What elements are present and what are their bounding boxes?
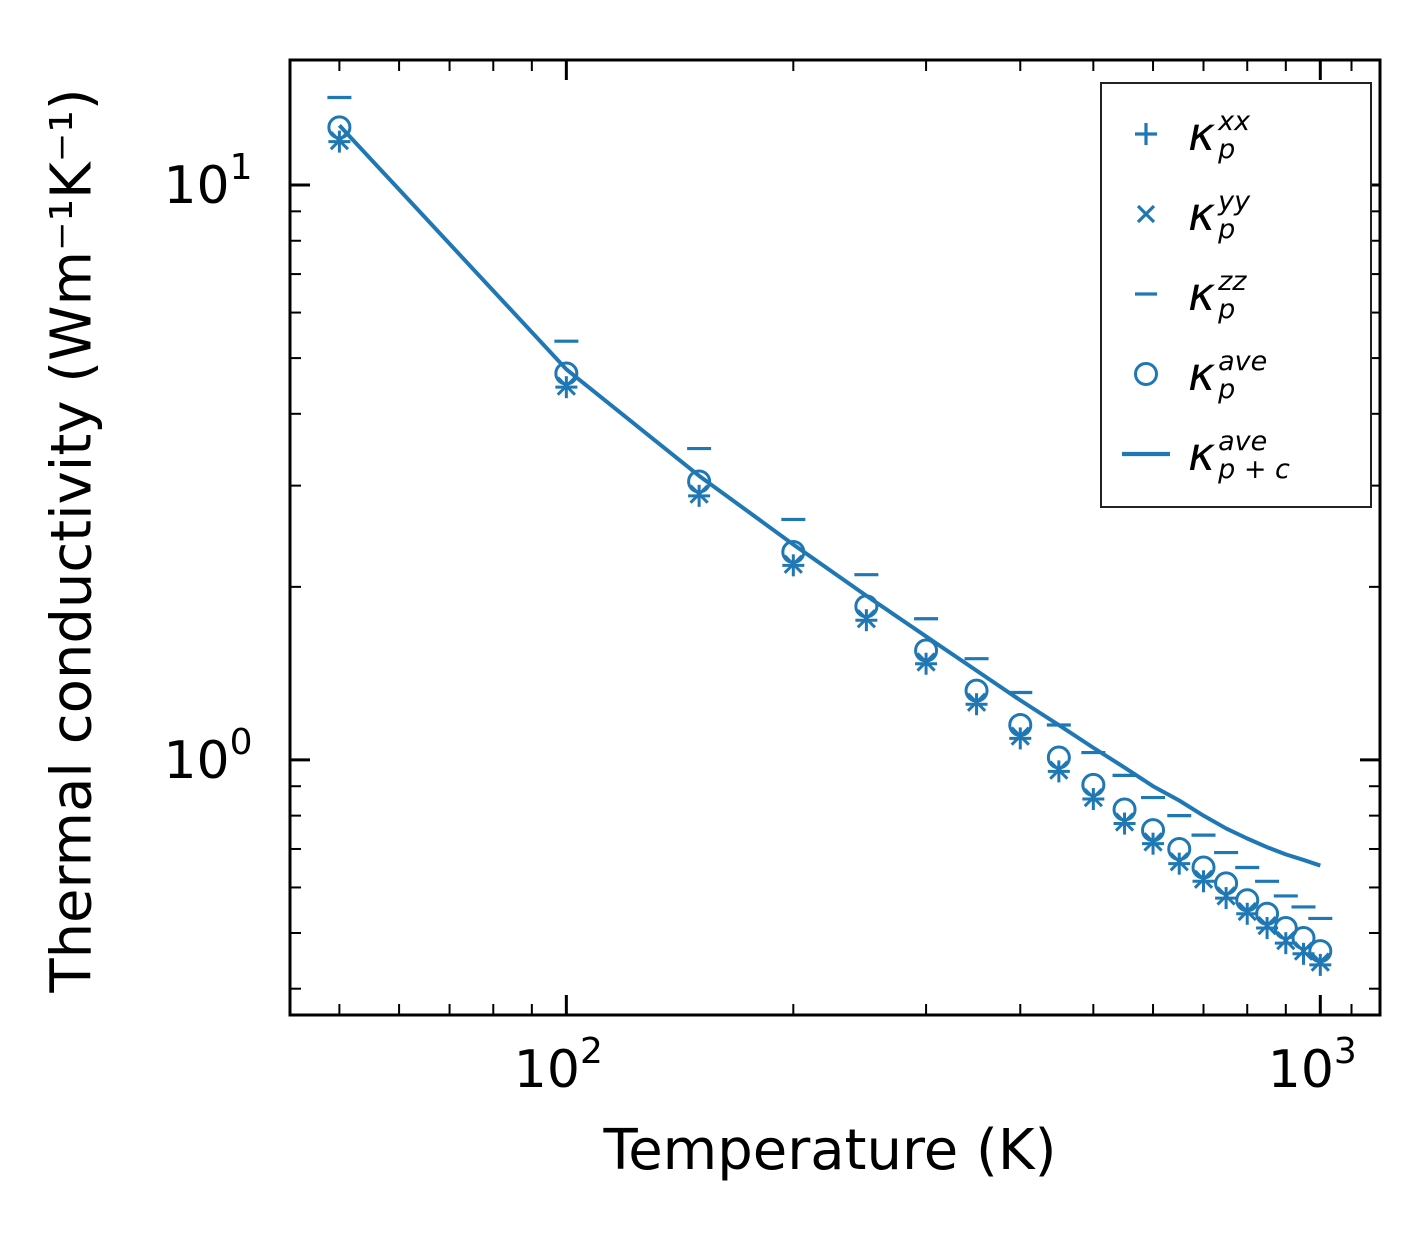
legend-item-kappa-ave: κ ave p [1102, 334, 1370, 414]
superscript: ave [1218, 345, 1268, 377]
circle-marker-icon [1134, 362, 1158, 386]
supsub: xx p [1218, 105, 1251, 165]
legend-item-kappa-p-plus-c: κ ave p + c [1102, 414, 1370, 494]
svg-text:101: 101 [163, 147, 252, 216]
superscript: zz [1218, 265, 1247, 297]
subscript: p [1218, 294, 1236, 325]
x-axis-label: Temperature (K) [603, 1118, 1057, 1183]
kappa-symbol: κ [1188, 427, 1216, 481]
legend-label: κ zz p [1188, 265, 1247, 325]
superscript: ave [1218, 425, 1268, 457]
legend: κ xx p κ yy p [1100, 82, 1372, 508]
legend-label: κ ave p [1188, 345, 1268, 405]
supsub: zz p [1218, 265, 1247, 325]
supsub: yy p [1218, 185, 1251, 245]
svg-text:103: 103 [1268, 1031, 1357, 1100]
superscript: yy [1218, 185, 1251, 217]
legend-label: κ ave p + c [1188, 425, 1290, 485]
legend-item-kappa-yy: κ yy p [1102, 174, 1370, 254]
subscript: p + c [1218, 454, 1290, 485]
line-marker-icon [1122, 451, 1170, 457]
hline-marker-icon [1135, 292, 1157, 296]
kappa-symbol: κ [1188, 187, 1216, 241]
legend-item-kappa-xx: κ xx p [1102, 94, 1370, 174]
kappa-symbol: κ [1188, 347, 1216, 401]
subscript: p [1218, 134, 1236, 165]
y-axis-label: Thermal conductivity (Wm⁻¹K⁻¹) [39, 88, 105, 993]
kappa-symbol: κ [1188, 267, 1216, 321]
plus-marker-icon [1135, 123, 1157, 145]
subscript: p [1218, 374, 1236, 405]
legend-label: κ xx p [1188, 105, 1251, 165]
legend-item-kappa-zz: κ zz p [1102, 254, 1370, 334]
supsub: ave p + c [1218, 425, 1290, 485]
svg-text:102: 102 [514, 1031, 603, 1100]
superscript: xx [1218, 105, 1251, 137]
x-marker-icon [1136, 204, 1156, 224]
subscript: p [1218, 214, 1236, 245]
legend-label: κ yy p [1188, 185, 1251, 245]
supsub: ave p [1218, 345, 1268, 405]
svg-text:100: 100 [163, 722, 252, 791]
kappa-symbol: κ [1188, 107, 1216, 161]
